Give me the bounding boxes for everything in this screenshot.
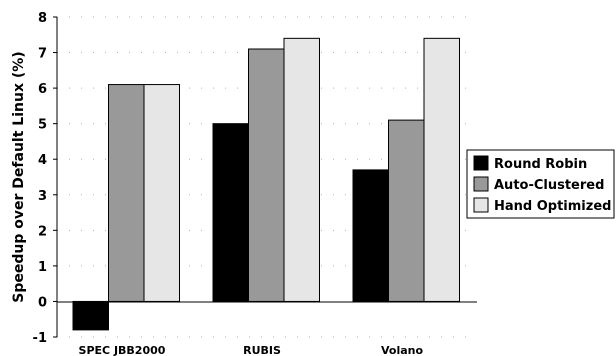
category-label: SPEC JBB2000 <box>79 344 166 356</box>
bar <box>423 37 460 302</box>
y-tick-label: 0 <box>38 295 47 310</box>
bar <box>283 37 320 302</box>
y-tick-label: 2 <box>38 224 47 239</box>
y-axis-label: Speedup over Default Linux (%) <box>11 51 27 302</box>
legend-label: Auto-Clustered <box>494 178 604 193</box>
axes <box>56 17 477 337</box>
bar <box>352 169 389 302</box>
y-tick-label: 6 <box>38 82 47 97</box>
y-tick-label: 1 <box>38 260 47 275</box>
category-label: RUBIS <box>243 344 281 356</box>
legend: Round Robin Auto-Clustered Hand Optimized <box>466 149 615 219</box>
y-tick-label: -1 <box>33 331 47 346</box>
category-label: Volano <box>381 344 423 356</box>
bars <box>72 37 460 331</box>
y-tick-label: 8 <box>38 11 47 26</box>
bar <box>143 84 180 302</box>
y-tick-label: 4 <box>38 153 47 168</box>
legend-swatch <box>473 155 489 171</box>
bar <box>212 123 249 302</box>
y-tick-label: 3 <box>38 189 47 204</box>
bar <box>108 84 145 302</box>
bar <box>72 300 109 331</box>
category-labels: SPEC JBB2000 RUBIS Volano <box>79 344 424 356</box>
legend-box <box>466 149 615 219</box>
legend-label: Round Robin <box>494 157 587 172</box>
bar <box>248 48 285 302</box>
y-tick-label: 5 <box>38 118 47 133</box>
bar <box>388 119 425 302</box>
y-ticks: -1 0 1 2 3 4 5 6 7 8 <box>33 11 57 346</box>
legend-label: Hand Optimized <box>494 199 611 214</box>
legend-swatch <box>473 176 489 192</box>
legend-swatch <box>473 197 489 213</box>
y-tick-label: 7 <box>38 47 47 62</box>
